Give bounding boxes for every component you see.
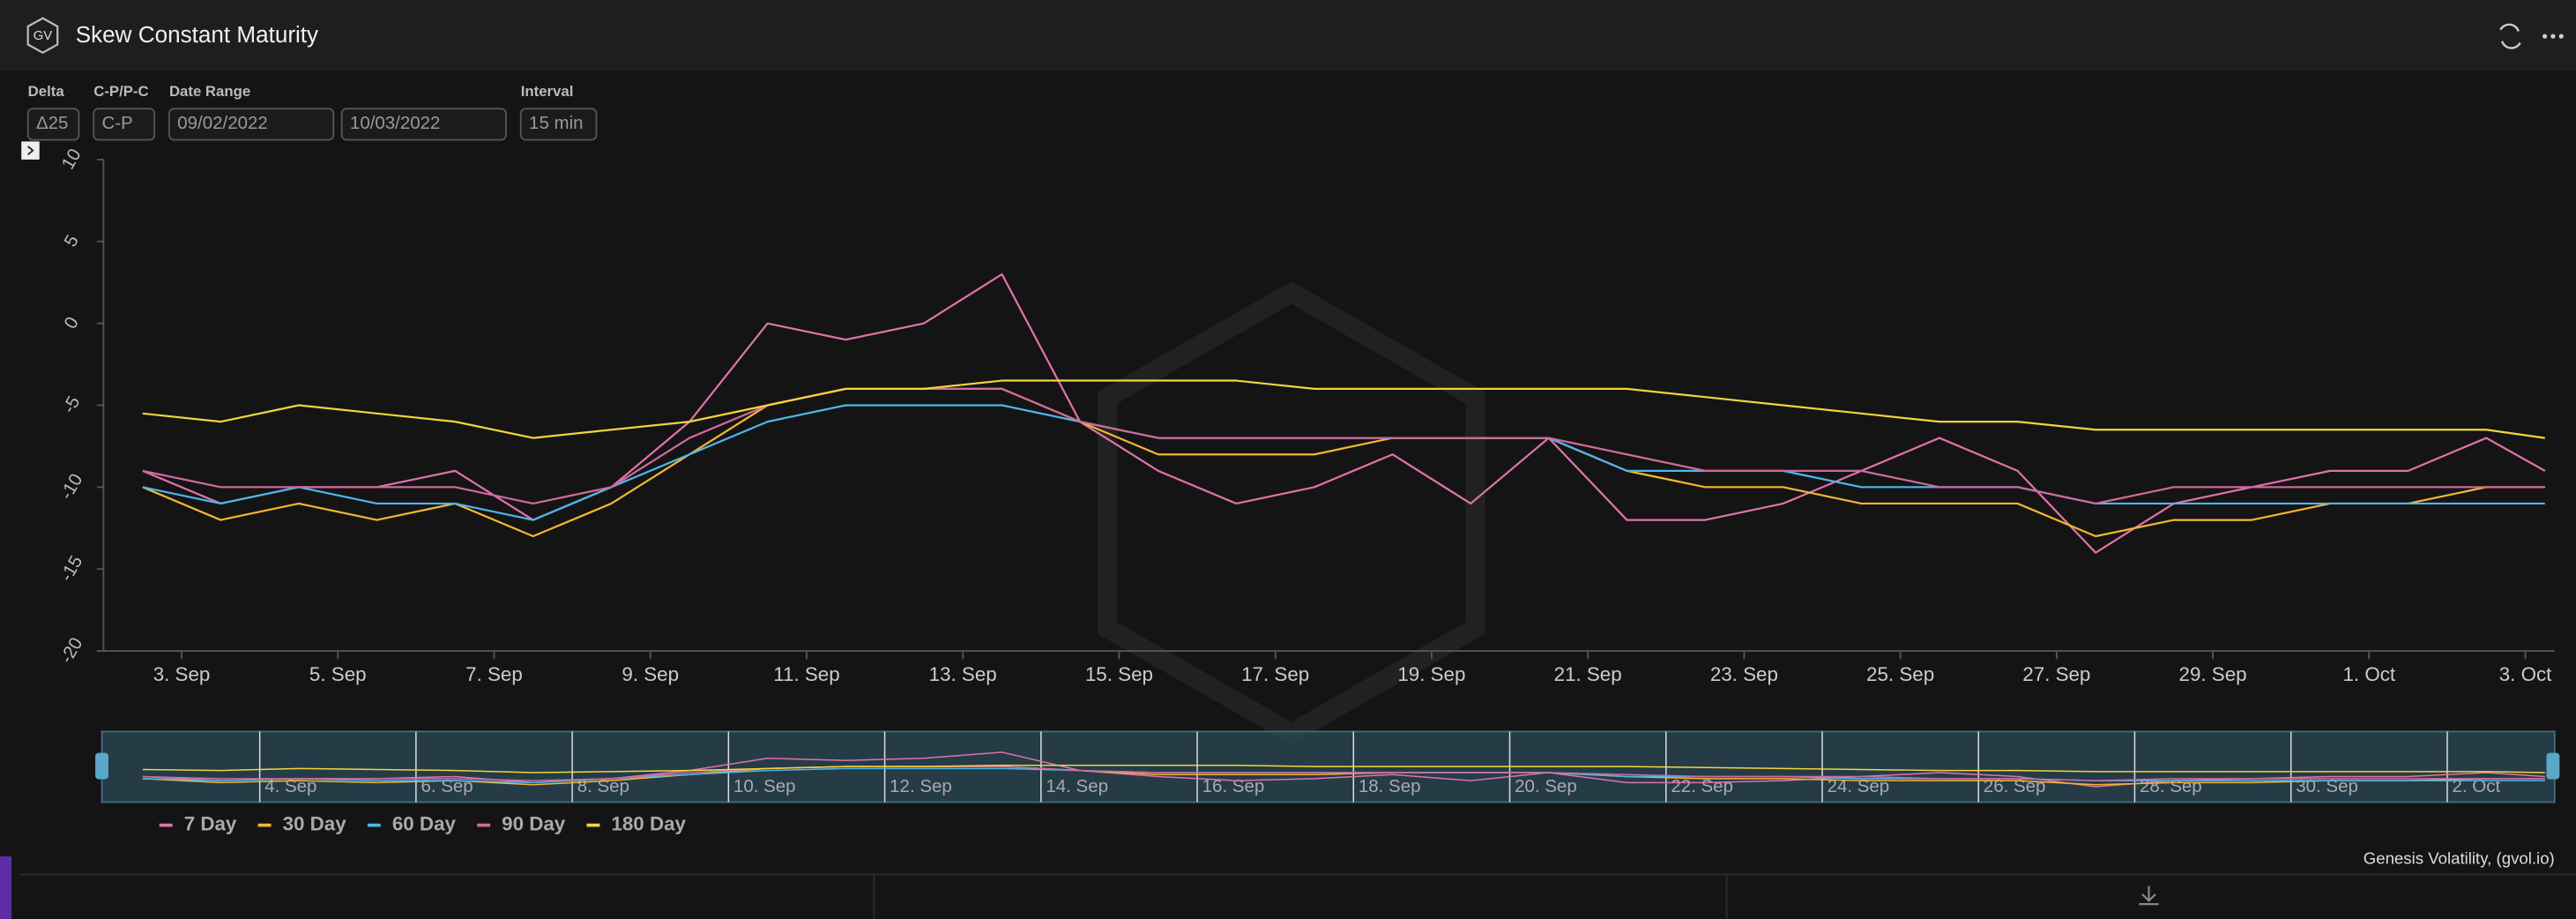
logo-hexagon bbox=[26, 17, 59, 55]
side-accent bbox=[0, 856, 12, 919]
credit: Genesis Volatility, (gvol.io) bbox=[2364, 849, 2555, 868]
navigator-tick-label: 18. Sep bbox=[1359, 776, 1421, 796]
x-tick-label: 19. Sep bbox=[1397, 663, 1465, 685]
x-tick-label: 7. Sep bbox=[465, 663, 523, 685]
navigator-line bbox=[142, 766, 2545, 781]
x-tick-label: 11. Sep bbox=[773, 663, 839, 685]
series-line bbox=[142, 387, 2545, 505]
refresh-button[interactable] bbox=[2499, 23, 2521, 49]
x-tick-label: 21. Sep bbox=[1554, 663, 1622, 685]
navigator-tick-label: 20. Sep bbox=[1515, 776, 1577, 796]
x-tick-label: 25. Sep bbox=[1866, 663, 1934, 685]
navigator-tick-label: 28. Sep bbox=[2140, 776, 2202, 796]
x-tick-label: 29. Sep bbox=[2179, 663, 2247, 685]
legend-label[interactable]: 30 Day bbox=[283, 813, 347, 835]
control-input[interactable] bbox=[168, 108, 335, 141]
navigator-line bbox=[142, 766, 2545, 786]
navigator-handle-right[interactable] bbox=[2546, 752, 2560, 780]
download-button[interactable] bbox=[2139, 885, 2159, 906]
x-tick-label: 3. Sep bbox=[153, 663, 211, 685]
sidebar-toggle[interactable] bbox=[21, 141, 40, 160]
x-tick-label: 3. Oct bbox=[2499, 663, 2552, 685]
control-input[interactable] bbox=[93, 108, 156, 141]
x-tick-label: 23. Sep bbox=[1710, 663, 1778, 685]
control-label: Delta bbox=[28, 83, 65, 100]
navigator-tick-label: 22. Sep bbox=[1671, 776, 1733, 796]
x-tick-label: 5. Sep bbox=[309, 663, 367, 685]
x-tick-label: 15. Sep bbox=[1085, 663, 1153, 685]
navigator-tick-label: 10. Sep bbox=[733, 776, 796, 796]
control-label: Interval bbox=[521, 83, 574, 100]
navigator-tick-label: 24. Sep bbox=[1828, 776, 1890, 796]
x-tick-label: 1. Oct bbox=[2342, 663, 2395, 685]
navigator-tick-label: 2. Oct bbox=[2453, 776, 2501, 796]
series-line bbox=[142, 379, 2545, 439]
x-tick-label: 27. Sep bbox=[2022, 663, 2090, 685]
control-label: Date Range bbox=[169, 83, 250, 100]
more-button[interactable] bbox=[2542, 34, 2564, 39]
navigator-tick-label: 16. Sep bbox=[1202, 776, 1265, 796]
control-label: C-P/P-C bbox=[93, 83, 148, 100]
widget-title: Skew Constant Maturity bbox=[76, 21, 318, 48]
x-tick-label: 13. Sep bbox=[929, 663, 997, 685]
legend-label[interactable]: 180 Day bbox=[611, 813, 686, 835]
x-tick-label: 17. Sep bbox=[1241, 663, 1309, 685]
navigator-handle-left[interactable] bbox=[95, 752, 108, 780]
control-value: Δ25 bbox=[36, 113, 68, 133]
x-tick-label: 9. Sep bbox=[622, 663, 679, 685]
logo-text: GV bbox=[34, 29, 53, 43]
control-value: 10/03/2022 bbox=[350, 113, 441, 133]
series-line bbox=[142, 387, 2545, 538]
control-input[interactable] bbox=[519, 108, 598, 141]
control-input[interactable] bbox=[26, 108, 80, 141]
toggle-arrow bbox=[27, 146, 34, 156]
legend-label[interactable]: 7 Day bbox=[184, 813, 237, 835]
header-bar bbox=[0, 0, 2576, 71]
navigator-line bbox=[142, 765, 2545, 773]
control-value: 15 min bbox=[529, 113, 583, 133]
control-value: 09/02/2022 bbox=[177, 113, 268, 133]
navigator-tick-label: 14. Sep bbox=[1046, 776, 1108, 796]
control-input[interactable] bbox=[340, 108, 507, 141]
navigator-tick-label: 12. Sep bbox=[890, 776, 952, 796]
control-value: C-P bbox=[102, 113, 133, 133]
legend-label[interactable]: 60 Day bbox=[392, 813, 457, 835]
legend-label[interactable]: 90 Day bbox=[502, 813, 566, 835]
